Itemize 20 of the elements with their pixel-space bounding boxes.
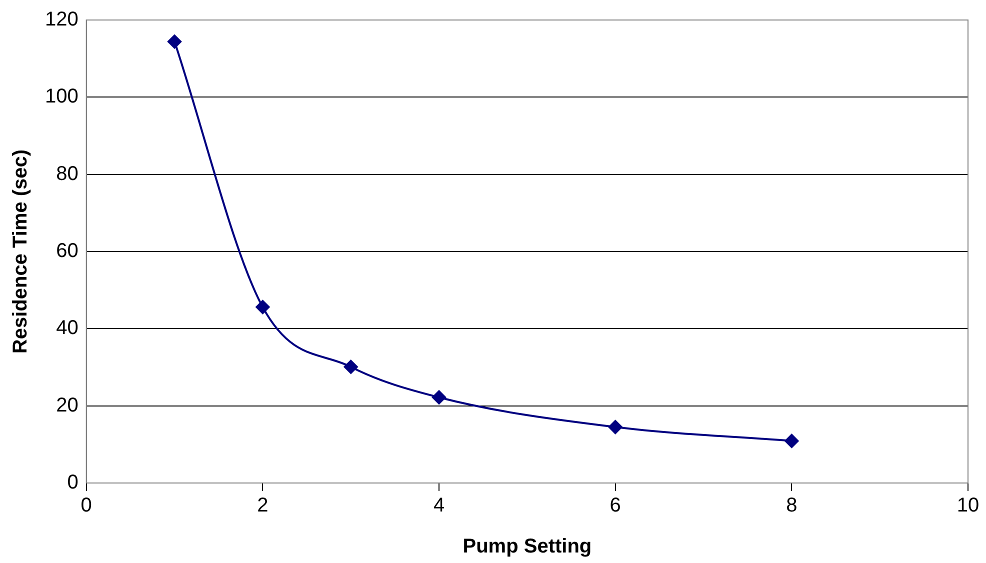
x-tick-label: 4 [433, 494, 445, 517]
point [432, 390, 446, 404]
point [608, 420, 622, 434]
point [344, 360, 358, 374]
y-tick-label: 60 [56, 240, 78, 262]
y-tick-label: 80 [56, 162, 78, 185]
x-tick-label: 6 [610, 494, 621, 517]
y-tick-label: 120 [44, 8, 78, 31]
y-tick-label: 100 [44, 86, 78, 108]
x-axis-title: Pump Setting [462, 536, 592, 558]
point [784, 434, 799, 448]
y-tick-label: 20 [56, 394, 78, 416]
y-tick-label: 40 [56, 317, 78, 340]
y-tick-label: 0 [67, 472, 78, 494]
x-tick-label: 8 [786, 494, 798, 517]
point [256, 300, 270, 314]
x-tick-label: 2 [257, 494, 268, 517]
point [168, 34, 182, 49]
y-axis-title: Residence Time (sec) [10, 149, 32, 354]
x-tick-label: 10 [956, 494, 980, 517]
